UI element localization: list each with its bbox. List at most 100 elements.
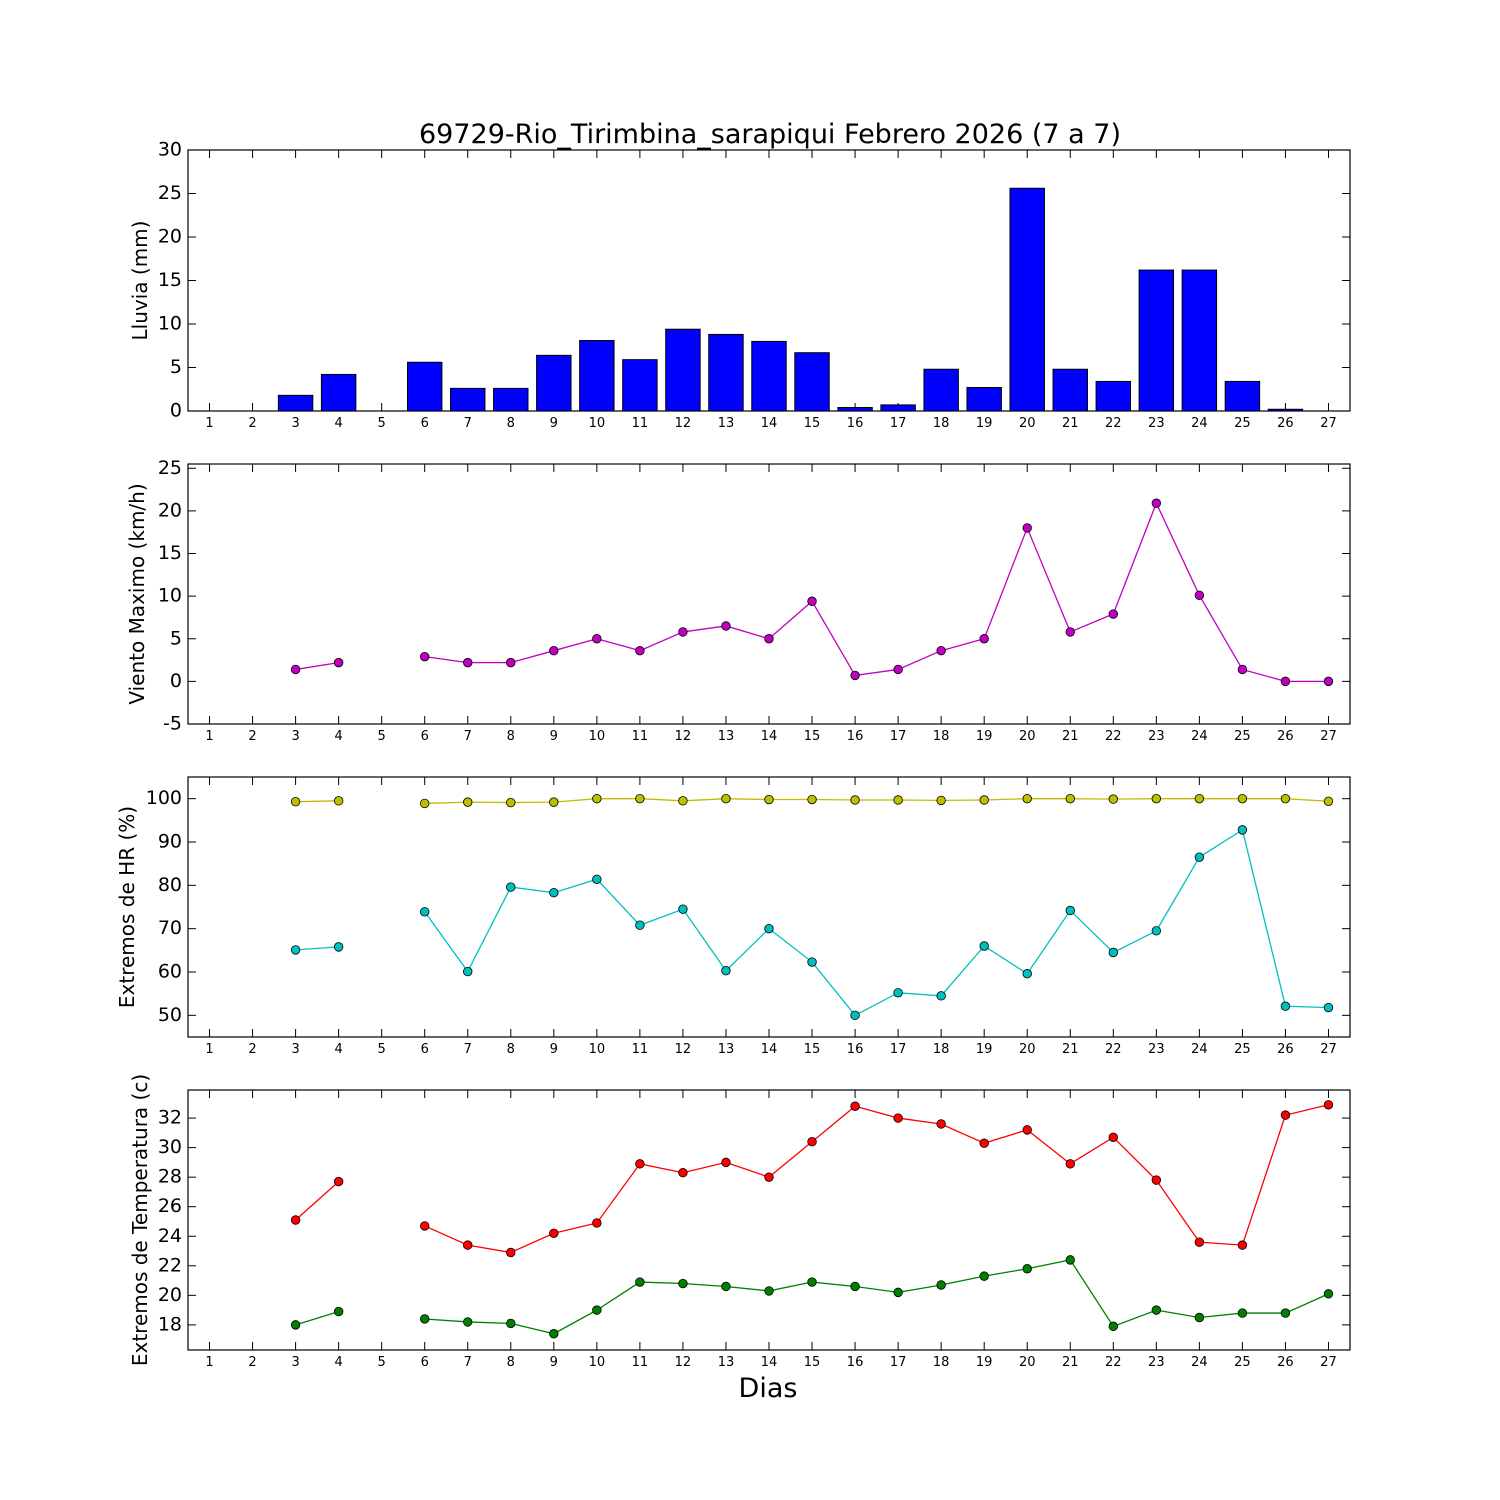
x-tick-label: 8	[507, 1042, 515, 1057]
x-tick-label: 27	[1320, 1355, 1337, 1370]
x-tick-label: 3	[291, 729, 299, 744]
x-tick-label: 11	[632, 1355, 649, 1370]
bar	[450, 387, 486, 412]
y-tick-label: 0	[170, 670, 182, 692]
data-point	[721, 1157, 731, 1168]
x-tick-label: 9	[550, 1355, 558, 1370]
data-point	[333, 796, 344, 806]
x-tick-label: 19	[976, 1042, 993, 1057]
data-point	[936, 1280, 946, 1290]
bar	[1267, 408, 1304, 412]
x-tick-label: 2	[248, 416, 256, 431]
y-tick-label: 22	[158, 1254, 182, 1276]
data-point	[678, 627, 688, 637]
data-point	[850, 1101, 860, 1111]
bar	[837, 407, 873, 412]
x-tick-label: 21	[1062, 416, 1079, 431]
data-point	[807, 794, 817, 805]
x-tick-label: 6	[421, 416, 429, 431]
data-point	[1194, 793, 1205, 804]
bar	[1009, 187, 1045, 412]
x-tick-label: 10	[589, 1042, 606, 1057]
x-tick-label: 22	[1105, 1355, 1122, 1370]
x-tick-label: 4	[334, 416, 342, 431]
data-point	[1108, 1132, 1118, 1142]
x-tick-label: 16	[847, 729, 864, 744]
data-point	[893, 988, 903, 998]
data-point	[1323, 796, 1334, 806]
x-tick-label: 15	[804, 1355, 821, 1370]
data-point	[678, 796, 688, 806]
data-point	[635, 1277, 645, 1287]
x-tick-label: 14	[761, 1042, 778, 1057]
data-point	[1280, 676, 1291, 687]
x-tick-label: 8	[507, 1355, 515, 1370]
data-point	[1065, 793, 1075, 804]
data-point	[506, 1247, 516, 1258]
x-tick-label: 1	[205, 1355, 213, 1370]
x-tick-label: 2	[248, 729, 256, 744]
x-tick-label: 27	[1320, 416, 1337, 431]
x-tick-label: 12	[675, 1042, 692, 1057]
data-point	[290, 1320, 301, 1330]
x-tick-label: 23	[1148, 1042, 1165, 1057]
data-point	[463, 797, 473, 807]
data-point	[936, 991, 946, 1001]
data-point	[592, 874, 602, 884]
data-point	[1194, 1312, 1205, 1323]
data-point	[979, 1271, 989, 1281]
y-tick-label: 25	[158, 182, 182, 204]
data-point	[1151, 926, 1162, 936]
series-line	[424, 1259, 1329, 1335]
y-axis-label: Extremos de HR (%)	[115, 806, 139, 1008]
data-point	[506, 657, 516, 668]
x-tick-label: 25	[1234, 416, 1251, 431]
x-tick-label: 20	[1019, 1042, 1036, 1057]
x-tick-label: 27	[1320, 729, 1337, 744]
x-tick-label: 14	[761, 416, 778, 431]
x-tick-label: 12	[675, 729, 692, 744]
x-tick-label: 9	[550, 1042, 558, 1057]
data-point	[1280, 1001, 1291, 1011]
series-line	[424, 501, 1329, 683]
x-tick-label: 17	[890, 729, 907, 744]
series-line	[295, 946, 339, 951]
x-tick-label: 24	[1191, 1042, 1208, 1057]
data-point	[1065, 1255, 1075, 1265]
data-point	[764, 923, 774, 934]
data-point	[420, 907, 430, 917]
y-tick-label: 70	[158, 917, 182, 939]
x-tick-label: 10	[589, 416, 606, 431]
data-point	[678, 1168, 688, 1178]
y-tick-label: 50	[158, 1004, 182, 1026]
data-point	[1194, 852, 1205, 862]
data-point	[1237, 1240, 1248, 1250]
x-tick-label: 25	[1234, 1042, 1251, 1057]
data-point	[635, 1159, 645, 1169]
y-tick-label: 20	[158, 499, 182, 521]
data-point	[721, 966, 731, 976]
data-point	[1280, 1308, 1291, 1318]
data-point	[290, 1215, 301, 1225]
data-point	[420, 1221, 430, 1231]
x-tick-label: 5	[378, 1042, 386, 1057]
x-tick-label: 24	[1191, 1355, 1208, 1370]
x-tick-label: 7	[464, 1042, 472, 1057]
data-point	[764, 794, 774, 805]
data-point	[420, 1314, 430, 1324]
data-point	[979, 795, 989, 805]
x-tick-label: 20	[1019, 416, 1036, 431]
data-point	[1022, 1125, 1032, 1135]
data-point	[936, 645, 946, 656]
data-point	[1065, 627, 1075, 637]
data-point	[1323, 1289, 1334, 1299]
data-point	[333, 1306, 344, 1317]
data-point	[936, 795, 946, 806]
data-point	[1237, 793, 1248, 804]
x-tick-label: 27	[1320, 1042, 1337, 1057]
data-point	[1022, 523, 1032, 533]
x-tick-label: 5	[378, 416, 386, 431]
x-tick-label: 26	[1277, 1042, 1294, 1057]
bar	[1181, 269, 1218, 412]
x-tick-label: 22	[1105, 1042, 1122, 1057]
